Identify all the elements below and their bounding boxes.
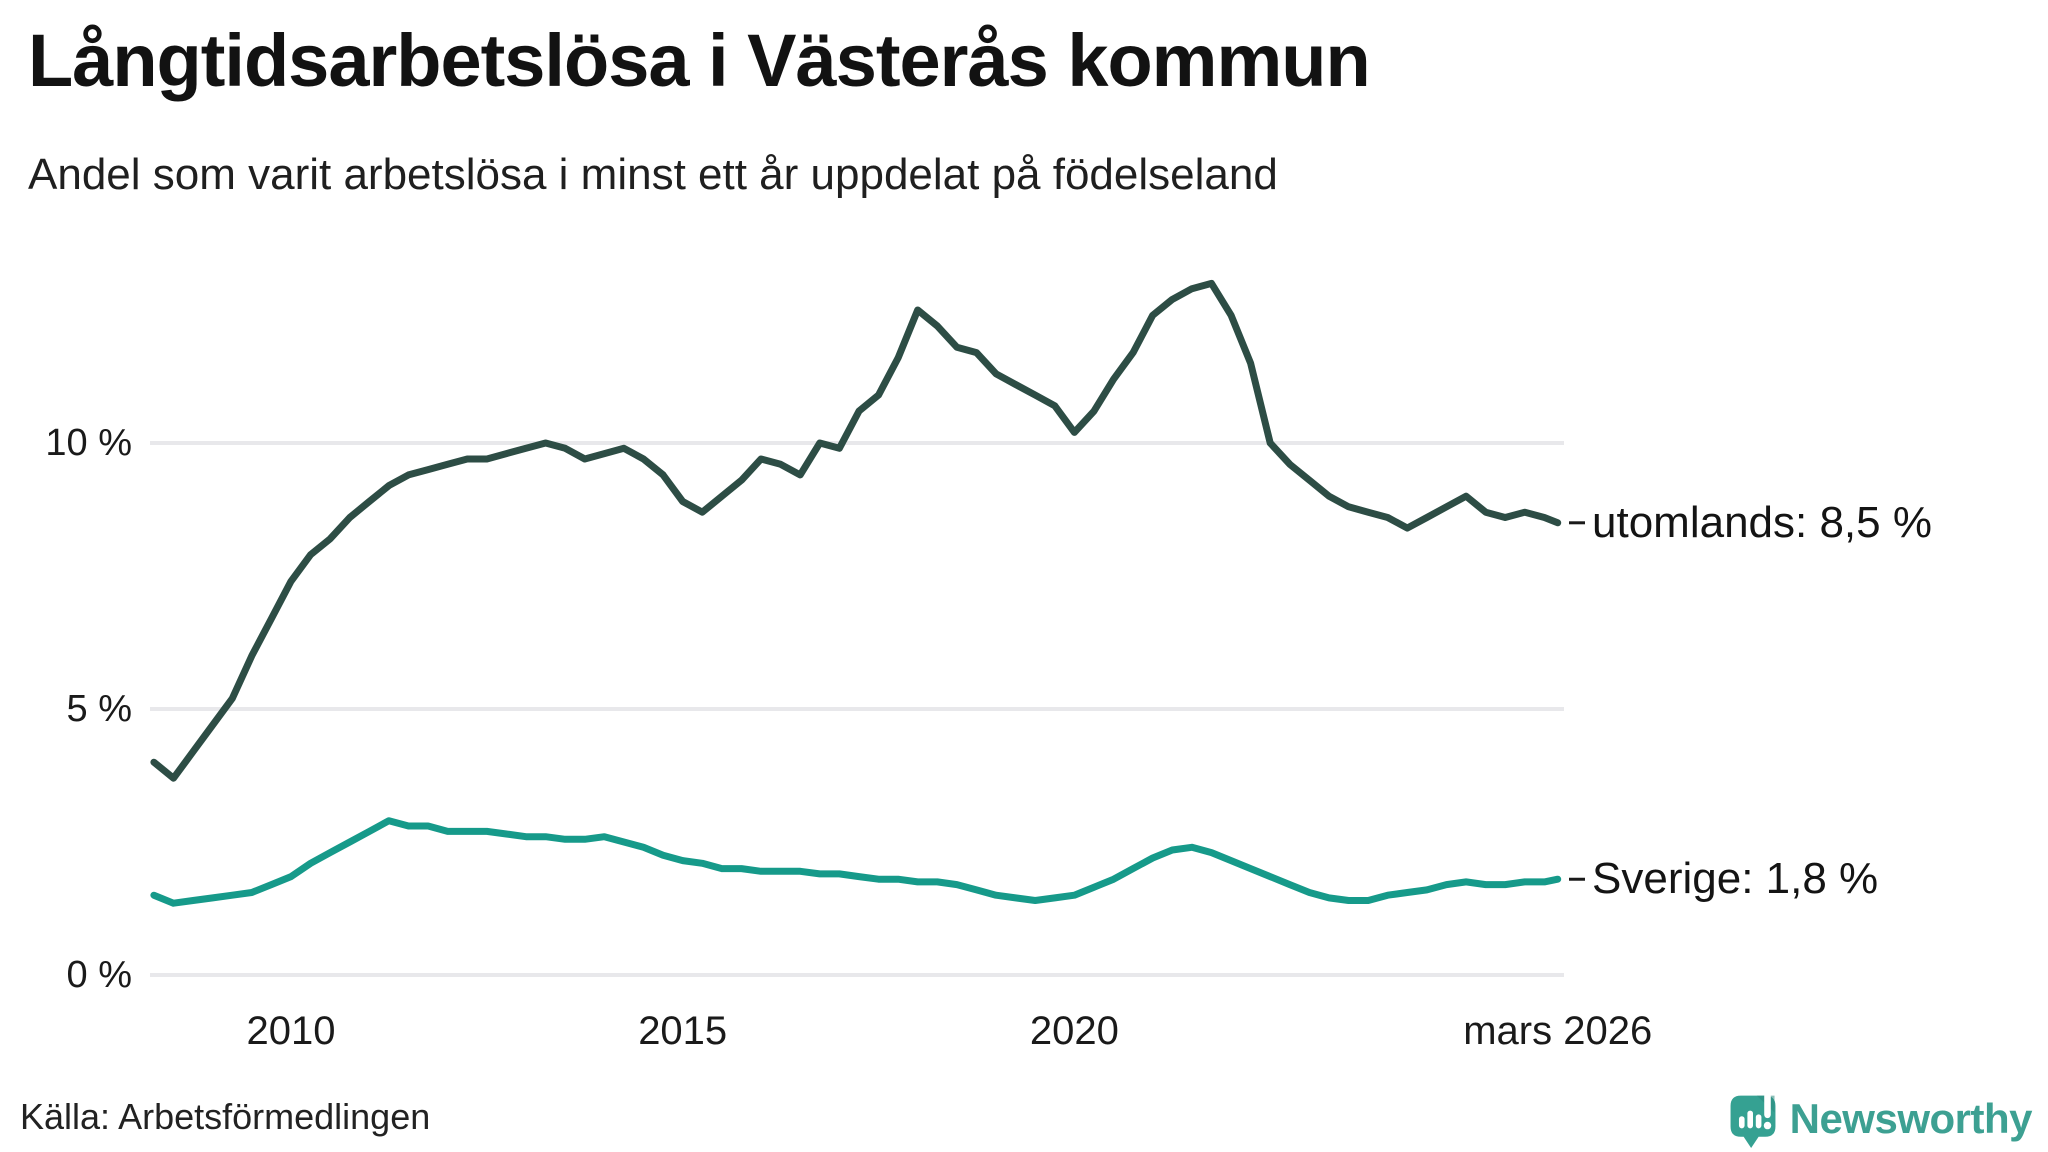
series-label-sverige: Sverige: 1,8 % (1592, 854, 1879, 904)
series-line-utomlands (150, 279, 1562, 782)
series-line-sverige (150, 817, 1562, 907)
y-tick-label: 5 % (66, 688, 132, 730)
newsworthy-logo[interactable]: Newsworthy (1728, 1090, 2033, 1148)
x-tick-label: 2015 (638, 1009, 728, 1053)
series-label-utomlands: utomlands: 8,5 % (1592, 497, 1932, 547)
x-tick-label: 2020 (1029, 1009, 1119, 1053)
chart-title: Långtidsarbetslösa i Västerås kommun (28, 19, 1371, 102)
y-tick-label: 10 % (45, 422, 132, 464)
newsworthy-icon (1730, 1092, 1776, 1148)
chart-subtitle: Andel som varit arbetslösa i minst ett å… (28, 150, 1278, 199)
source-note: Källa: Arbetsförmedlingen (20, 1096, 431, 1137)
x-tick-label: mars 2026 (1463, 1009, 1653, 1053)
x-tick-label: 2010 (246, 1009, 336, 1053)
newsworthy-wordmark: Newsworthy (1789, 1095, 2033, 1142)
y-tick-label: 0 % (66, 954, 132, 996)
